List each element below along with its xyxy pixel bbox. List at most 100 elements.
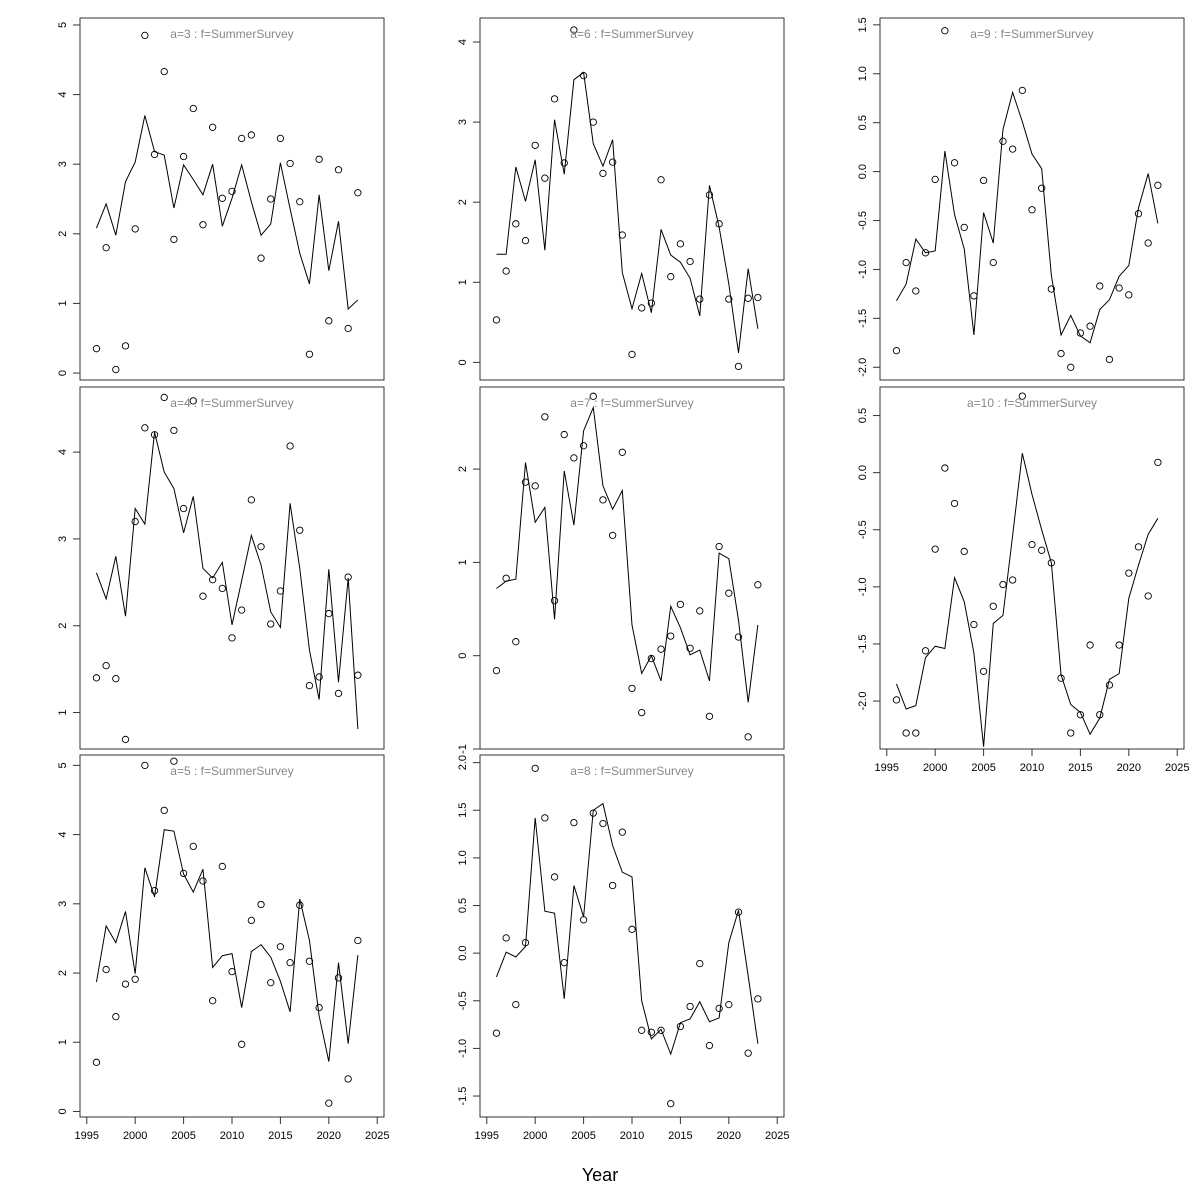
fitted-line <box>495 802 759 1056</box>
observed-point <box>589 809 597 817</box>
observed-point <box>1105 681 1114 689</box>
y-tick-label: -1.5 <box>857 634 869 653</box>
observed-point <box>931 545 939 553</box>
y-tick-label: -1.0 <box>457 1039 469 1058</box>
observed-point <box>521 236 530 245</box>
observed-point <box>696 295 704 303</box>
plot-frame <box>79 386 385 750</box>
observed-point <box>179 869 188 878</box>
observed-point <box>1125 291 1133 299</box>
observed-point <box>1096 282 1104 290</box>
plot-frame <box>479 17 785 381</box>
observed-point <box>296 198 304 206</box>
observed-point <box>276 134 285 143</box>
observed-point <box>989 602 997 610</box>
x-tick-label: 2015 <box>668 1130 692 1142</box>
observed-point <box>492 666 501 675</box>
observed-point <box>208 576 217 584</box>
observed-point <box>1154 458 1162 467</box>
observed-point <box>902 258 910 267</box>
observed-point <box>1008 576 1017 584</box>
observed-point <box>531 764 539 772</box>
observed-points <box>492 392 762 741</box>
y-tick-label: 2 <box>57 231 69 237</box>
x-tick-label: 1995 <box>875 762 899 774</box>
x-tick-label: 2000 <box>123 1130 147 1142</box>
plot-frame <box>79 17 385 381</box>
observed-point <box>1028 206 1036 214</box>
observed-point <box>1057 674 1065 682</box>
x-tick-label: 2005 <box>171 1130 195 1142</box>
observed-point <box>325 1099 333 1107</box>
y-tick-label: 1 <box>57 709 69 715</box>
y-tick-label: 2.0 <box>457 755 469 770</box>
observed-point <box>170 426 178 435</box>
observed-point <box>579 916 588 924</box>
observed-point <box>160 393 168 402</box>
observed-point <box>296 526 304 534</box>
observed-point <box>941 27 949 35</box>
x-tick-label: 2020 <box>317 1130 341 1142</box>
observed-point <box>325 317 333 325</box>
y-tick-label: -2.0 <box>857 358 869 377</box>
panel-title: a=6 : f=SummerSurvey <box>570 27 693 41</box>
observed-point <box>92 674 101 682</box>
observed-point <box>1144 592 1152 600</box>
observed-point <box>579 442 588 450</box>
observed-point <box>725 589 733 597</box>
observed-point <box>189 104 197 113</box>
observed-point <box>657 645 665 653</box>
observed-point <box>1047 285 1056 293</box>
x-axis-label: Year <box>582 1165 618 1185</box>
observed-point <box>892 696 901 704</box>
observed-point <box>1008 145 1017 153</box>
plot-frame <box>879 17 1185 381</box>
observed-point <box>638 304 646 312</box>
observed-point <box>334 974 343 982</box>
observed-point <box>744 733 752 741</box>
y-tick-label: 3 <box>57 161 69 167</box>
fitted-line <box>95 432 359 730</box>
observed-point <box>267 195 275 203</box>
observed-point <box>257 900 265 909</box>
x-tick-label: 2025 <box>765 1130 789 1142</box>
x-tick-label: 1995 <box>475 1130 499 1142</box>
observed-point <box>696 607 704 615</box>
observed-point <box>628 925 636 933</box>
observed-point <box>725 1000 733 1009</box>
observed-point <box>276 943 285 951</box>
observed-point <box>112 675 120 683</box>
observed-point <box>628 350 636 359</box>
y-tick-label: 4 <box>57 832 69 838</box>
observed-point <box>618 231 626 239</box>
y-tick-label: 1 <box>457 279 469 285</box>
observed-point <box>179 504 188 513</box>
observed-point <box>734 362 743 371</box>
observed-point <box>686 1002 694 1011</box>
observed-point <box>531 482 539 490</box>
observed-point <box>1144 239 1152 247</box>
observed-point <box>599 496 607 504</box>
observed-point <box>960 223 968 232</box>
y-tick-label: 0 <box>57 370 69 376</box>
plot-frame <box>479 754 785 1118</box>
observed-point <box>208 997 217 1005</box>
observed-point <box>257 254 265 262</box>
panel-title: a=7 : f=SummerSurvey <box>570 396 693 410</box>
observed-point <box>199 877 207 885</box>
observed-point <box>354 936 362 945</box>
observed-point <box>570 818 578 827</box>
y-tick-label: 1 <box>57 1039 69 1045</box>
y-tick-label: 2 <box>57 970 69 976</box>
observed-point <box>334 166 343 174</box>
observed-point <box>725 295 733 303</box>
observed-points <box>492 764 762 1108</box>
observed-point <box>1105 355 1114 364</box>
x-tick-label: 2005 <box>971 762 995 774</box>
observed-point <box>705 712 714 720</box>
observed-point <box>354 189 362 197</box>
observed-point <box>570 454 578 462</box>
panel-title: a=8 : f=SummerSurvey <box>570 764 693 778</box>
fitted-line <box>896 90 1159 344</box>
observed-point <box>599 169 607 178</box>
